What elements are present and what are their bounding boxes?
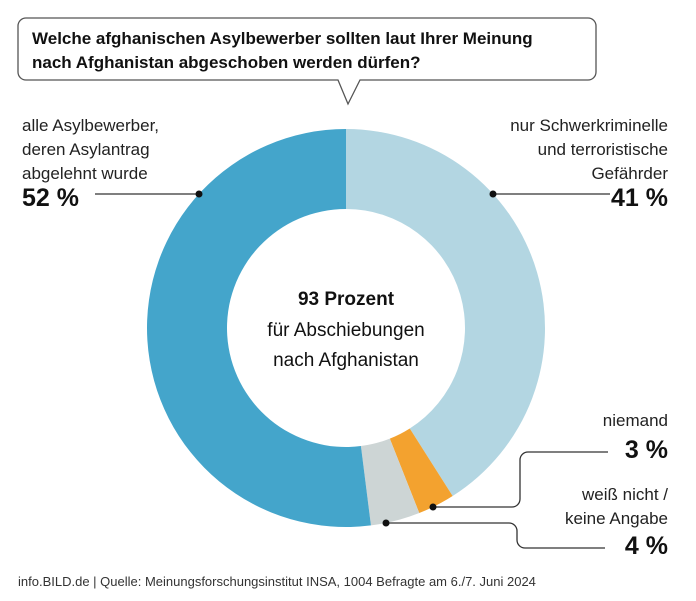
leader-line-niemand [433,451,608,508]
dot-schwerkriminelle [489,190,497,198]
label-asylbewerber-3: abgelehnt wurde [22,164,148,183]
center-text-3: nach Afghanistan [273,350,419,371]
value-niemand: 3 % [625,436,668,464]
label-weiss-nicht-2: keine Angabe [565,509,668,528]
dot-weiss-nicht [382,519,390,527]
center-text-1: 93 Prozent [298,289,395,310]
dot-asylbewerber [195,190,203,198]
label-schwerkriminelle-3: Gefährder [591,164,668,183]
leader-line-weiss-nicht [386,522,605,549]
dot-niemand [429,503,437,511]
center-text-2: für Abschiebungen [267,320,424,341]
title-line-1: Welche afghanischen Asylbewerber sollten… [32,29,533,48]
donut-slice-2 [360,438,420,526]
label-schwerkriminelle-2: und terroristische [538,140,668,159]
donut [147,129,546,527]
label-asylbewerber-1: alle Asylbewerber, [22,116,159,135]
value-weiss-nicht: 4 % [625,532,668,560]
donut-slice-1 [389,428,453,514]
value-asylbewerber: 52 % [22,184,79,212]
label-asylbewerber-2: deren Asylantrag [22,140,150,159]
question-bubble [17,17,597,106]
label-niemand: niemand [603,411,668,430]
donut-slice-0 [346,129,546,497]
source-note: info.BILD.de | Quelle: Meinungsforschung… [18,574,536,589]
title-line-2: nach Afghanistan abgeschoben werden dürf… [32,53,421,72]
donut-slice-3 [147,129,371,527]
label-weiss-nicht-1: weiß nicht / [581,485,668,504]
value-schwerkriminelle: 41 % [611,184,668,212]
label-schwerkriminelle-1: nur Schwerkriminelle [510,116,668,135]
